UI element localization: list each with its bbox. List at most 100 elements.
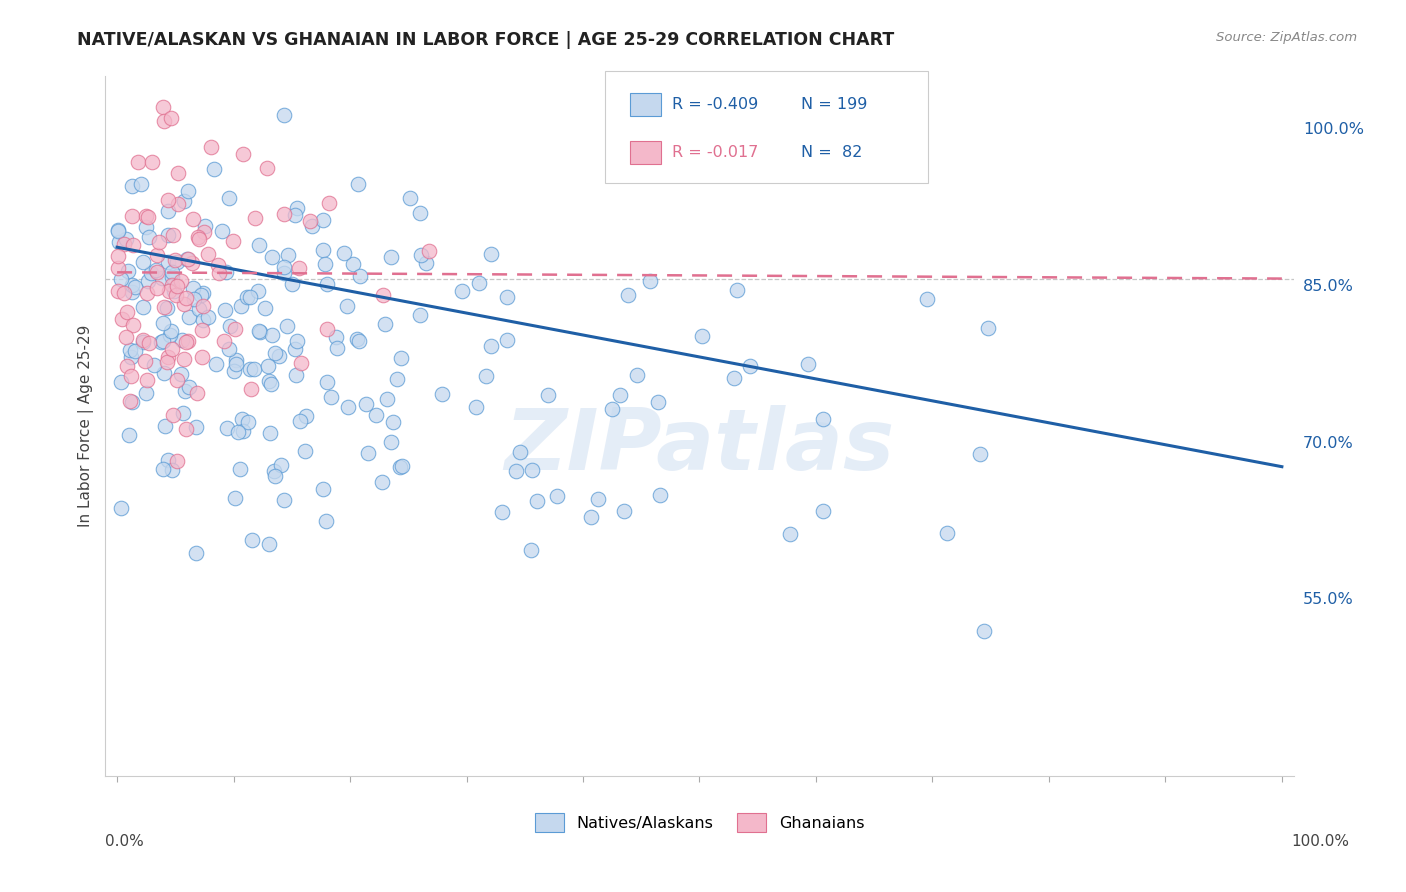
Point: [121, 285, 143, 299]
Point: [111, 312, 134, 326]
Point: [152, 462, 174, 476]
Point: [215, 420, 238, 434]
Point: [475, 369, 498, 384]
Text: R = -0.409: R = -0.409: [672, 97, 758, 112]
Point: [139, 266, 162, 280]
Text: N =  82: N = 82: [801, 145, 863, 161]
Point: [312, 243, 335, 257]
Point: [107, 223, 129, 237]
Point: [157, 227, 180, 242]
Point: [301, 219, 323, 234]
Point: [450, 285, 472, 299]
Point: [495, 334, 517, 348]
Point: [284, 342, 307, 356]
Point: [190, 324, 212, 338]
Point: [163, 285, 186, 299]
Point: [108, 235, 131, 249]
Point: [491, 506, 513, 520]
Point: [415, 255, 437, 269]
Point: [197, 247, 219, 261]
Point: [337, 400, 360, 414]
Point: [169, 367, 191, 381]
Point: [315, 514, 337, 528]
Point: [418, 244, 440, 258]
Point: [239, 290, 262, 304]
Point: [239, 361, 262, 376]
Point: [122, 237, 145, 252]
Point: [166, 373, 188, 387]
Point: [257, 537, 280, 551]
Point: [231, 411, 253, 425]
Point: [135, 209, 157, 223]
Point: [225, 358, 247, 372]
Point: [382, 415, 405, 429]
Point: [264, 346, 287, 360]
Point: [136, 275, 159, 289]
Text: Source: ZipAtlas.com: Source: ZipAtlas.com: [1216, 31, 1357, 45]
Point: [626, 368, 648, 383]
Point: [188, 301, 211, 316]
Point: [211, 224, 233, 238]
Point: [613, 504, 636, 518]
Y-axis label: In Labor Force | Age 25-29: In Labor Force | Age 25-29: [79, 325, 94, 527]
Point: [214, 302, 236, 317]
Point: [526, 493, 548, 508]
Point: [166, 197, 188, 211]
Point: [218, 342, 240, 356]
Point: [181, 281, 204, 295]
Point: [312, 213, 335, 227]
Point: [262, 250, 284, 264]
Point: [380, 251, 402, 265]
Point: [409, 248, 432, 262]
Point: [224, 322, 246, 336]
Point: [136, 210, 159, 224]
Point: [284, 368, 307, 382]
Point: [138, 336, 160, 351]
Point: [235, 290, 257, 304]
Point: [160, 342, 183, 356]
Point: [176, 334, 198, 348]
Point: [374, 318, 396, 332]
Point: [222, 234, 245, 248]
Point: [249, 325, 271, 339]
Point: [325, 330, 347, 344]
Point: [247, 238, 270, 252]
Point: [152, 100, 174, 114]
Point: [132, 255, 155, 269]
Point: [236, 415, 259, 429]
Point: [122, 318, 145, 332]
Point: [146, 265, 169, 279]
Point: [115, 305, 138, 319]
Point: [131, 177, 153, 191]
Point: [146, 280, 169, 294]
Point: [190, 288, 212, 302]
Point: [647, 395, 669, 409]
Point: [121, 209, 143, 223]
Point: [127, 154, 149, 169]
Point: [298, 214, 321, 228]
Point: [181, 212, 204, 227]
Point: [212, 334, 235, 348]
Point: [166, 288, 188, 302]
Point: [166, 255, 188, 269]
Point: [153, 300, 176, 314]
Point: [177, 184, 200, 198]
Point: [398, 191, 420, 205]
Point: [285, 334, 308, 349]
Point: [166, 166, 188, 180]
Point: [153, 419, 176, 434]
Point: [117, 264, 139, 278]
Point: [273, 492, 295, 507]
Point: [259, 375, 281, 389]
Point: [157, 255, 180, 269]
Point: [152, 334, 174, 349]
Point: [156, 351, 179, 365]
Point: [177, 380, 200, 394]
Point: [204, 357, 226, 371]
Point: [239, 382, 262, 396]
Point: [114, 330, 136, 344]
Point: [107, 248, 129, 262]
Point: [246, 284, 269, 298]
Point: [935, 525, 957, 540]
Point: [228, 425, 250, 439]
